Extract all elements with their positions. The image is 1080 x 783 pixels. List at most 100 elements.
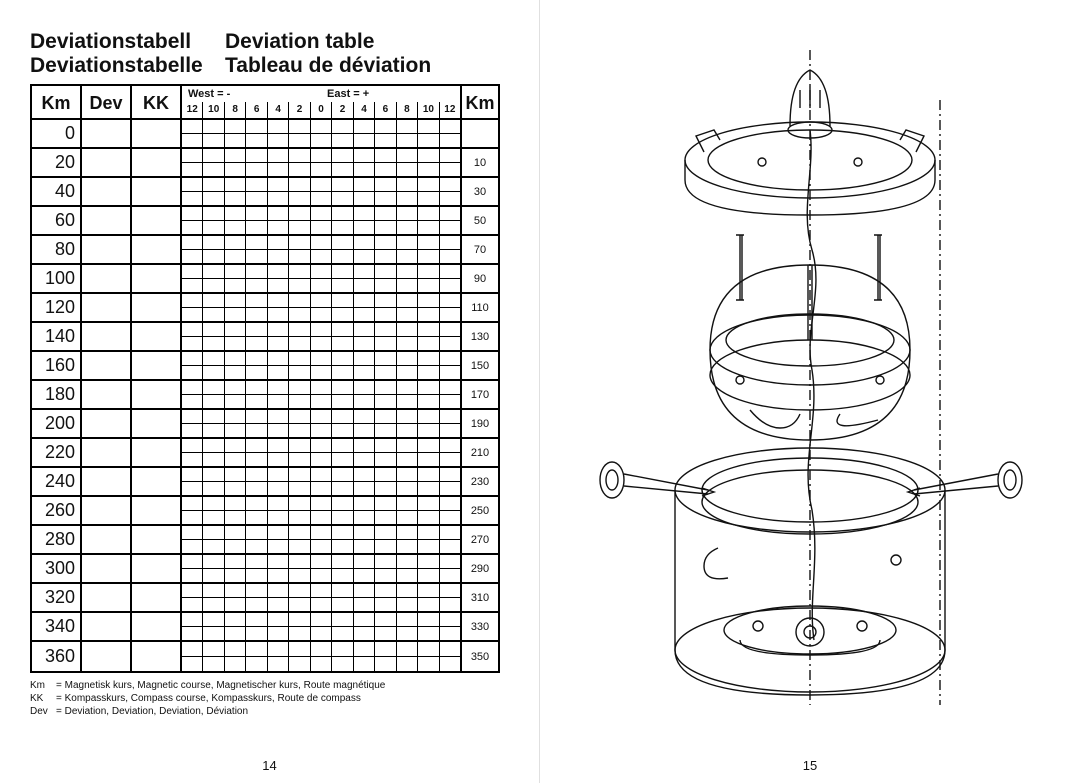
cell-km2: 270: [462, 526, 498, 553]
tick: 4: [268, 102, 289, 118]
cell-kk: [132, 207, 182, 234]
table-body: 0201040306050807010090120110140130160150…: [32, 120, 498, 671]
table-row: 340 330: [32, 613, 498, 642]
cell-grid: [182, 468, 462, 495]
diagram-svg: [590, 40, 1030, 720]
cell-km: 20: [32, 149, 82, 176]
header-kk: KK: [132, 86, 182, 118]
cell-kk: [132, 265, 182, 292]
cell-grid: [182, 294, 462, 321]
cell-kk: [132, 236, 182, 263]
cell-dev: [82, 149, 132, 176]
cell-km: 280: [32, 526, 82, 553]
cell-km2: 230: [462, 468, 498, 495]
legend: Km= Magnetisk kurs, Magnetic course, Mag…: [30, 679, 509, 718]
cell-km2: 250: [462, 497, 498, 524]
cell-km2: 110: [462, 294, 498, 321]
title-sv: Deviationstabell: [30, 30, 225, 54]
table-row: 140130: [32, 323, 498, 352]
legend-key-km: Km: [30, 679, 56, 692]
cell-km: 100: [32, 265, 82, 292]
cell-km2: 50: [462, 207, 498, 234]
tick: 8: [225, 102, 246, 118]
legend-text-dev: = Deviation, Deviation, Deviation, Dévia…: [56, 706, 248, 717]
title-de: Deviationstabelle: [30, 54, 225, 78]
tick: 6: [375, 102, 396, 118]
cell-dev: [82, 207, 132, 234]
page-number-right: 15: [803, 758, 817, 773]
table-row: 280 270: [32, 526, 498, 555]
cell-km: 260: [32, 497, 82, 524]
cell-km2: 10: [462, 149, 498, 176]
cell-km2: [462, 120, 498, 147]
tick: 12: [182, 102, 203, 118]
cell-dev: [82, 381, 132, 408]
cell-dev: [82, 555, 132, 582]
cell-grid: [182, 265, 462, 292]
header-km2: Km: [462, 86, 498, 118]
cell-dev: [82, 468, 132, 495]
tick: 2: [332, 102, 353, 118]
cell-km2: 150: [462, 352, 498, 379]
title-fr: Tableau de déviation: [225, 54, 431, 78]
cell-km: 40: [32, 178, 82, 205]
cell-kk: [132, 381, 182, 408]
cell-grid: [182, 120, 462, 147]
cell-dev: [82, 526, 132, 553]
page-number-left: 14: [262, 758, 276, 773]
cell-km: 320: [32, 584, 82, 611]
cell-grid: [182, 613, 462, 640]
cell-kk: [132, 642, 182, 671]
cell-grid: [182, 381, 462, 408]
tick: 2: [289, 102, 310, 118]
table-row: 180170: [32, 381, 498, 410]
tick: 8: [397, 102, 418, 118]
cell-kk: [132, 468, 182, 495]
cell-dev: [82, 236, 132, 263]
cell-km: 360: [32, 642, 82, 671]
tick: 4: [354, 102, 375, 118]
cell-km2: 30: [462, 178, 498, 205]
cell-km: 220: [32, 439, 82, 466]
cell-km2: 290: [462, 555, 498, 582]
title-en: Deviation table: [225, 30, 374, 54]
table-row: 160150: [32, 352, 498, 381]
cell-kk: [132, 352, 182, 379]
legend-key-dev: Dev: [30, 705, 56, 718]
scale-west-label: West = -: [182, 86, 321, 102]
table-row: 200190: [32, 410, 498, 439]
tick: 12: [440, 102, 460, 118]
table-row: 2010: [32, 149, 498, 178]
cell-grid: [182, 207, 462, 234]
cell-dev: [82, 265, 132, 292]
cell-km: 60: [32, 207, 82, 234]
cell-km2: 190: [462, 410, 498, 437]
table-row: 360 350: [32, 642, 498, 671]
cell-km2: 350: [462, 642, 498, 671]
cell-dev: [82, 323, 132, 350]
cell-km2: 90: [462, 265, 498, 292]
table-row: 100 90: [32, 265, 498, 294]
cell-grid: [182, 178, 462, 205]
cell-km2: 330: [462, 613, 498, 640]
header-dev: Dev: [82, 86, 132, 118]
cell-kk: [132, 497, 182, 524]
title-block: Deviationstabell Deviation table Deviati…: [30, 30, 509, 78]
left-page: Deviationstabell Deviation table Deviati…: [0, 0, 540, 783]
cell-grid: [182, 410, 462, 437]
cell-kk: [132, 439, 182, 466]
cell-km2: 310: [462, 584, 498, 611]
table-row: 8070: [32, 236, 498, 265]
tick: 6: [246, 102, 267, 118]
cell-dev: [82, 497, 132, 524]
table-row: 260 250: [32, 497, 498, 526]
table-row: 240 230: [32, 468, 498, 497]
cell-km: 240: [32, 468, 82, 495]
cell-kk: [132, 584, 182, 611]
cell-km: 0: [32, 120, 82, 147]
cell-grid: [182, 439, 462, 466]
cell-km: 340: [32, 613, 82, 640]
cell-kk: [132, 178, 182, 205]
cell-dev: [82, 410, 132, 437]
cell-km: 140: [32, 323, 82, 350]
